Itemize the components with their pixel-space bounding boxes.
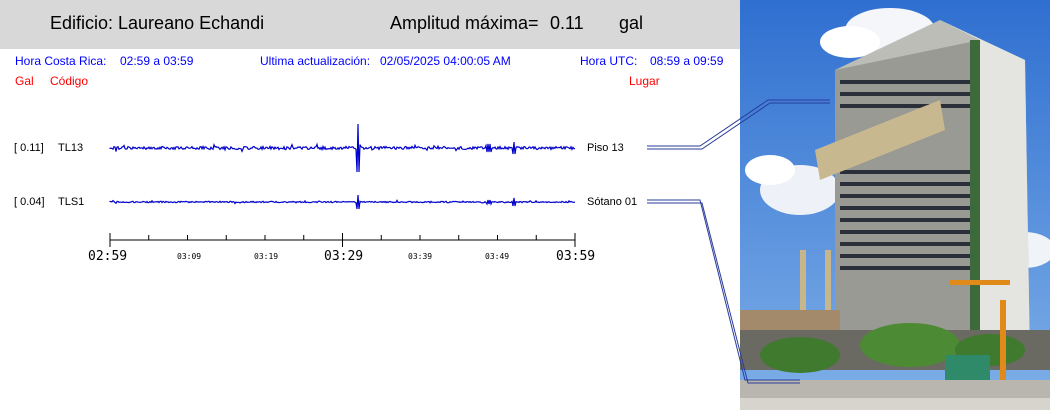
update-label: Ultima actualización: [260,54,371,68]
header-bar [0,0,740,49]
axis-tick-label: 03:09 [177,252,202,261]
axis-tick-label: 03:59 [556,249,596,264]
column-gal: Gal [15,74,34,88]
channel-code: TLS1 [58,196,85,208]
hora-cr-label: Hora Costa Rica: [15,54,107,68]
max-amplitude-value: 0.11 [550,13,584,33]
connector-line-sotano01 [647,199,800,381]
max-amplitude-label: Amplitud máxima= [390,13,539,33]
building-photo [740,0,1050,410]
hora-utc-value: 08:59 a 09:59 [650,54,724,68]
axis-tick-label: 03:29 [324,249,364,264]
update-value: 02/05/2025 04:00:05 AM [380,54,511,68]
hora-cr-value: 02:59 a 03:59 [120,54,194,68]
axis-tick-label: 03:19 [254,252,279,261]
waveform-trace [109,123,575,173]
connector-line-piso13 [647,99,830,147]
connector-line-sotano01 [647,202,800,384]
channel-place: Sótano 01 [587,196,638,208]
connector-line-piso13 [647,102,830,150]
hora-utc-label: Hora UTC: [580,54,638,68]
building-title: Edificio: Laureano Echandi [50,13,265,33]
axis-tick-label: 03:39 [408,252,433,261]
channel-code: TL13 [58,142,84,154]
waveform-trace [109,194,576,210]
axis-tick-label: 02:59 [88,249,128,264]
axis-tick-label: 03:49 [485,252,510,261]
channel-gal: [ 0.04] [14,196,45,208]
channel-gal: [ 0.11] [14,142,44,154]
column-codigo: Código [50,74,89,88]
channel-place: Piso 13 [587,142,624,154]
max-amplitude-unit: gal [619,13,644,33]
column-lugar: Lugar [629,74,660,88]
